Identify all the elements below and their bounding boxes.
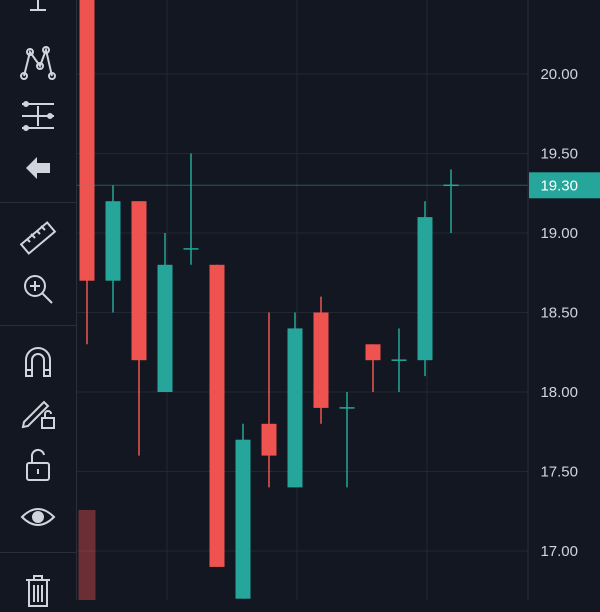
prediction-measure-tool-icon[interactable] bbox=[0, 94, 76, 138]
magnet-icon[interactable] bbox=[0, 340, 76, 384]
price-tick-label: 19.00 bbox=[540, 225, 578, 242]
price-tick-label: 20.50 bbox=[540, 0, 578, 4]
price-tick-label: 19.50 bbox=[540, 146, 578, 163]
trash-icon[interactable] bbox=[0, 568, 76, 612]
last-price-label-bg bbox=[529, 172, 600, 199]
back-arrow-icon[interactable] bbox=[0, 146, 76, 190]
price-tick-label: 20.00 bbox=[540, 66, 578, 83]
candle-body bbox=[131, 201, 147, 361]
last-price-label: 19.30 bbox=[529, 172, 600, 199]
price-tick-label: 17.50 bbox=[540, 464, 578, 481]
toolbar-divider bbox=[0, 202, 76, 203]
price-axis[interactable]: 20.50 20.00 19.50 19.00 18.50 18.00 17.50 17.00 bbox=[540, 0, 578, 560]
candle-body bbox=[105, 201, 121, 281]
candle-body bbox=[417, 217, 433, 361]
pattern-tool-icon[interactable] bbox=[0, 40, 76, 84]
candle-body bbox=[287, 328, 303, 488]
volume-bar bbox=[78, 510, 96, 600]
cursor-cross-tool-icon[interactable] bbox=[0, 0, 76, 22]
candle-body bbox=[235, 439, 251, 599]
toolbar-divider bbox=[0, 325, 76, 326]
candle-body bbox=[365, 344, 381, 361]
ruler-icon[interactable] bbox=[0, 216, 76, 260]
last-price-label-text: 19.30 bbox=[540, 177, 578, 194]
price-tick-label: 17.00 bbox=[540, 543, 578, 560]
price-tick-label: 18.00 bbox=[540, 384, 578, 401]
price-tick-label: 18.50 bbox=[540, 305, 578, 322]
candle-body bbox=[79, 0, 95, 281]
lock-drawings-icon[interactable] bbox=[0, 390, 76, 434]
candles bbox=[79, 0, 459, 599]
volume-bars bbox=[78, 510, 96, 600]
eye-icon[interactable] bbox=[0, 495, 76, 539]
candlestick-chart[interactable]: 20.50 20.00 19.50 19.00 18.50 18.00 17.50 17.00… bbox=[77, 0, 600, 600]
candle-body bbox=[209, 264, 225, 567]
candle-body bbox=[261, 423, 277, 456]
drawing-toolbar bbox=[0, 0, 77, 607]
toolbar-divider bbox=[0, 552, 76, 553]
candle-body bbox=[157, 264, 173, 392]
candle-body bbox=[313, 312, 329, 408]
zoom-in-icon[interactable] bbox=[0, 267, 76, 311]
lock-all-icon[interactable] bbox=[0, 443, 76, 487]
